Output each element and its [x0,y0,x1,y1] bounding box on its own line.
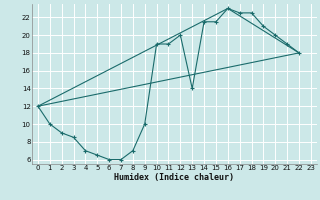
X-axis label: Humidex (Indice chaleur): Humidex (Indice chaleur) [115,173,234,182]
